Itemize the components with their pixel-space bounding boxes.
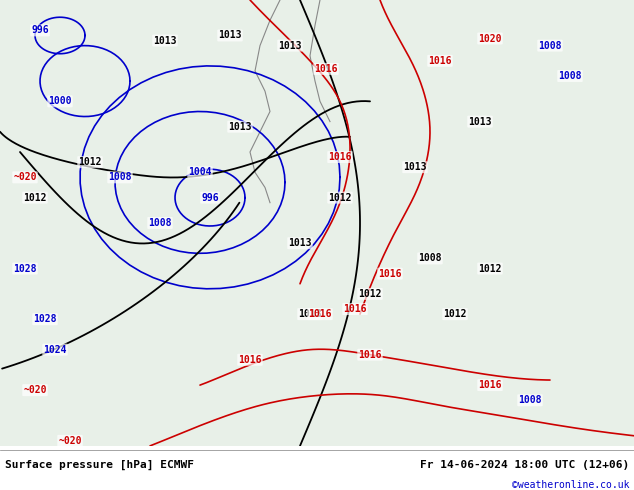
Text: 1012: 1012 xyxy=(328,193,352,202)
Text: 1013: 1013 xyxy=(153,36,177,46)
Text: ~020: ~020 xyxy=(13,172,37,182)
Text: 1008: 1008 xyxy=(538,41,562,50)
Text: 1016: 1016 xyxy=(478,380,501,390)
Text: 1028: 1028 xyxy=(13,264,37,273)
Text: 1008: 1008 xyxy=(418,253,442,264)
Text: 1008: 1008 xyxy=(108,172,132,182)
Text: ~020: ~020 xyxy=(58,436,82,446)
Text: 1013: 1013 xyxy=(228,122,252,132)
Text: 1004: 1004 xyxy=(188,167,212,177)
Text: 1013: 1013 xyxy=(298,309,321,319)
Text: 1016: 1016 xyxy=(358,350,382,360)
Text: 1028: 1028 xyxy=(33,314,57,324)
Text: 1013: 1013 xyxy=(218,30,242,41)
Polygon shape xyxy=(0,0,634,446)
Text: 1016: 1016 xyxy=(378,269,402,279)
Text: 1012: 1012 xyxy=(358,289,382,299)
Text: 996: 996 xyxy=(201,193,219,202)
Polygon shape xyxy=(0,0,634,446)
Text: 1012: 1012 xyxy=(478,264,501,273)
Text: Fr 14-06-2024 18:00 UTC (12+06): Fr 14-06-2024 18:00 UTC (12+06) xyxy=(420,460,629,470)
Text: 1024: 1024 xyxy=(43,344,67,355)
Text: 1016: 1016 xyxy=(238,355,262,365)
Text: 1020: 1020 xyxy=(478,33,501,44)
Text: 1016: 1016 xyxy=(343,304,366,314)
Text: ©weatheronline.co.uk: ©weatheronline.co.uk xyxy=(512,480,629,490)
Text: 1013: 1013 xyxy=(278,41,302,50)
Text: 1016: 1016 xyxy=(328,152,352,162)
Text: 1013: 1013 xyxy=(288,238,312,248)
Text: 1008: 1008 xyxy=(559,71,582,81)
Text: 1013: 1013 xyxy=(403,162,427,172)
Text: 1012: 1012 xyxy=(23,193,47,202)
Text: ~020: ~020 xyxy=(23,385,47,395)
Text: 1012: 1012 xyxy=(78,157,101,167)
Text: 1016: 1016 xyxy=(314,64,338,74)
Text: Surface pressure [hPa] ECMWF: Surface pressure [hPa] ECMWF xyxy=(5,460,194,470)
Text: 996: 996 xyxy=(31,25,49,35)
Text: 1016: 1016 xyxy=(428,56,452,66)
Text: 1016: 1016 xyxy=(308,309,332,319)
Text: 1008: 1008 xyxy=(148,218,172,228)
Text: 1013: 1013 xyxy=(469,117,492,126)
Text: 1012: 1012 xyxy=(443,309,467,319)
Text: 1008: 1008 xyxy=(518,395,541,405)
Text: 1000: 1000 xyxy=(48,97,72,106)
